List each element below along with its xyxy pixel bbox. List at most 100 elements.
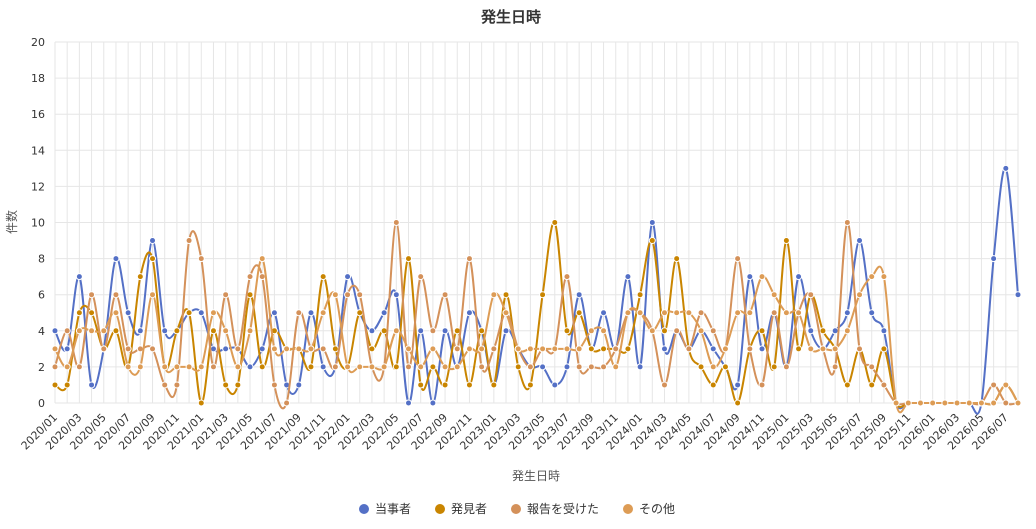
data-point[interactable] <box>368 327 376 335</box>
data-point[interactable] <box>868 309 876 317</box>
data-point[interactable] <box>368 363 376 371</box>
data-point[interactable] <box>283 399 291 407</box>
data-point[interactable] <box>770 309 778 317</box>
data-point[interactable] <box>551 345 559 353</box>
data-point[interactable] <box>734 381 742 389</box>
data-point[interactable] <box>490 381 498 389</box>
data-point[interactable] <box>673 309 681 317</box>
data-point[interactable] <box>575 309 583 317</box>
data-point[interactable] <box>234 345 242 353</box>
data-point[interactable] <box>941 399 949 407</box>
data-point[interactable] <box>1002 381 1010 389</box>
data-point[interactable] <box>258 345 266 353</box>
data-point[interactable] <box>843 327 851 335</box>
legend-item[interactable]: 発見者 <box>435 502 487 516</box>
data-point[interactable] <box>344 273 352 281</box>
data-point[interactable] <box>563 363 571 371</box>
data-point[interactable] <box>319 363 327 371</box>
data-point[interactable] <box>795 309 803 317</box>
data-point[interactable] <box>331 345 339 353</box>
data-point[interactable] <box>75 327 83 335</box>
data-point[interactable] <box>112 327 120 335</box>
data-point[interactable] <box>63 327 71 335</box>
data-point[interactable] <box>112 255 120 263</box>
data-point[interactable] <box>63 381 71 389</box>
data-point[interactable] <box>441 381 449 389</box>
data-point[interactable] <box>782 363 790 371</box>
data-point[interactable] <box>246 273 254 281</box>
data-point[interactable] <box>417 273 425 281</box>
data-point[interactable] <box>405 399 413 407</box>
data-point[interactable] <box>124 363 132 371</box>
data-point[interactable] <box>453 363 461 371</box>
data-point[interactable] <box>648 219 656 226</box>
data-point[interactable] <box>319 309 327 317</box>
data-point[interactable] <box>1002 399 1010 407</box>
data-point[interactable] <box>478 363 486 371</box>
data-point[interactable] <box>234 381 242 389</box>
data-point[interactable] <box>112 309 120 317</box>
data-point[interactable] <box>258 363 266 371</box>
data-point[interactable] <box>234 363 242 371</box>
data-point[interactable] <box>782 237 790 245</box>
data-point[interactable] <box>429 363 437 371</box>
data-point[interactable] <box>587 345 595 353</box>
data-point[interactable] <box>75 309 83 317</box>
data-point[interactable] <box>880 273 888 281</box>
data-point[interactable] <box>136 327 144 335</box>
data-point[interactable] <box>161 327 169 335</box>
data-point[interactable] <box>258 273 266 281</box>
data-point[interactable] <box>185 309 193 317</box>
data-point[interactable] <box>600 363 608 371</box>
data-point[interactable] <box>149 237 157 245</box>
data-point[interactable] <box>758 381 766 389</box>
data-point[interactable] <box>856 345 864 353</box>
data-point[interactable] <box>319 273 327 281</box>
data-point[interactable] <box>819 345 827 353</box>
data-point[interactable] <box>868 273 876 281</box>
data-point[interactable] <box>758 273 766 281</box>
data-point[interactable] <box>209 363 217 371</box>
data-point[interactable] <box>807 327 815 335</box>
data-point[interactable] <box>636 363 644 371</box>
data-point[interactable] <box>673 327 681 335</box>
data-point[interactable] <box>770 363 778 371</box>
data-point[interactable] <box>880 327 888 335</box>
data-point[interactable] <box>575 291 583 299</box>
data-point[interactable] <box>734 255 742 263</box>
data-point[interactable] <box>124 309 132 317</box>
data-point[interactable] <box>75 273 83 281</box>
data-point[interactable] <box>380 363 388 371</box>
data-point[interactable] <box>405 363 413 371</box>
data-point[interactable] <box>624 345 632 353</box>
data-point[interactable] <box>222 345 230 353</box>
data-point[interactable] <box>173 327 181 335</box>
data-point[interactable] <box>209 309 217 317</box>
data-point[interactable] <box>721 363 729 371</box>
data-point[interactable] <box>624 309 632 317</box>
data-point[interactable] <box>539 291 547 299</box>
data-point[interactable] <box>904 399 912 407</box>
data-point[interactable] <box>51 345 59 353</box>
data-point[interactable] <box>514 363 522 371</box>
data-point[interactable] <box>843 381 851 389</box>
data-point[interactable] <box>660 381 668 389</box>
data-point[interactable] <box>843 309 851 317</box>
data-point[interactable] <box>612 363 620 371</box>
data-point[interactable] <box>502 309 510 317</box>
data-point[interactable] <box>100 345 108 353</box>
data-point[interactable] <box>331 291 339 299</box>
data-point[interactable] <box>624 273 632 281</box>
data-point[interactable] <box>441 327 449 335</box>
data-point[interactable] <box>319 345 327 353</box>
data-point[interactable] <box>831 345 839 353</box>
data-point[interactable] <box>502 327 510 335</box>
data-point[interactable] <box>648 327 656 335</box>
data-point[interactable] <box>977 399 985 407</box>
data-point[interactable] <box>807 345 815 353</box>
data-point[interactable] <box>721 345 729 353</box>
data-point[interactable] <box>490 291 498 299</box>
data-point[interactable] <box>465 255 473 263</box>
data-point[interactable] <box>807 291 815 299</box>
data-point[interactable] <box>417 363 425 371</box>
